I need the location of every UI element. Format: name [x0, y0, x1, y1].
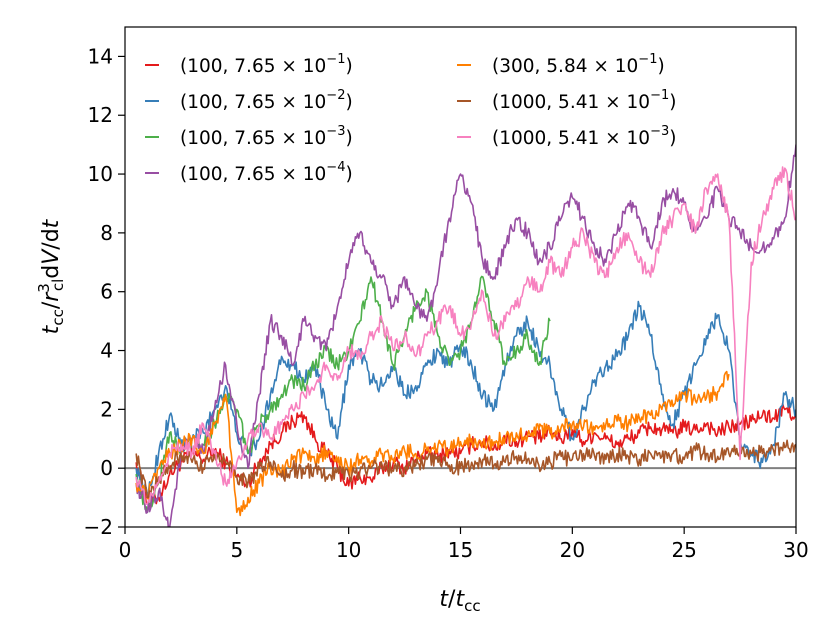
series-line-7 [135, 166, 796, 506]
y-tick-label: −2 [84, 515, 113, 539]
legend-entry: (100, 7.65 × 10−2) [180, 88, 353, 113]
series-line-6 [135, 439, 796, 499]
legend-entry: (100, 7.65 × 10−3) [180, 124, 353, 149]
legend: (100, 7.65 × 10−1) (100, 7.65 × 10−2) (100… [145, 52, 676, 185]
x-tick-label: 20 [560, 538, 585, 562]
x-axis-label: t/tcc [439, 587, 480, 615]
x-tick-label: 15 [448, 538, 473, 562]
y-axis-label: tcc/r3cldV/dt [35, 218, 67, 334]
legend-entry: (100, 7.65 × 10−1) [180, 52, 353, 77]
series-line-3 [135, 275, 551, 514]
y-tick-label: 10 [88, 162, 113, 186]
x-tick-label: 25 [671, 538, 696, 562]
x-tick-label: 10 [336, 538, 361, 562]
y-tick-label: 8 [100, 221, 113, 245]
series-line-5 [135, 370, 730, 517]
x-tick-label: 0 [119, 538, 132, 562]
y-tick-label: 0 [100, 456, 113, 480]
legend-entry: (300, 5.84 × 10−1) [492, 52, 665, 77]
legend-entry: (1000, 5.41 × 10−1) [492, 88, 676, 113]
legend-entry: (1000, 5.41 × 10−3) [492, 124, 676, 149]
plot-frame [124, 26, 797, 528]
y-tick-label: 14 [88, 44, 113, 68]
x-tick-label: 30 [783, 538, 808, 562]
y-tick-label: 2 [100, 397, 113, 421]
x-tick-label: 5 [230, 538, 243, 562]
series-layer [125, 144, 796, 527]
legend-entry: (100, 7.65 × 10−4) [180, 160, 353, 185]
y-tick-label: 12 [88, 103, 113, 127]
y-tick-label: 6 [100, 280, 113, 304]
y-tick-label: 4 [100, 339, 113, 363]
